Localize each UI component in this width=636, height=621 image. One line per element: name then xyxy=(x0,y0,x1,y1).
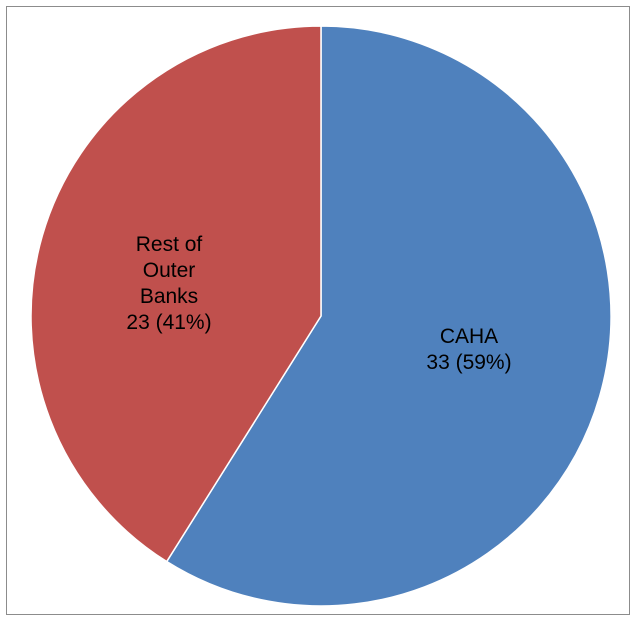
chart-area: CAHA 33 (59%) Rest of Outer Banks 23 (41%) xyxy=(6,6,630,615)
slice-label-line: Outer xyxy=(143,259,196,282)
slice-label-line: CAHA xyxy=(440,325,498,348)
slice-label-line: 23 (41%) xyxy=(126,311,211,334)
pie-slice-caha xyxy=(165,25,612,607)
slice-label-line: 33 (59%) xyxy=(426,351,511,374)
slice-label-line: Banks xyxy=(140,285,198,308)
pie-slice-rest-of-outer-banks xyxy=(30,25,322,563)
slice-label-line: Rest of xyxy=(136,233,203,256)
slice-label-rest-of-outer-banks: Rest of Outer Banks 23 (41%) xyxy=(126,233,211,334)
pie-chart: CAHA 33 (59%) Rest of Outer Banks 23 (41%) xyxy=(30,25,612,607)
slice-label-caha: CAHA 33 (59%) xyxy=(426,325,511,374)
